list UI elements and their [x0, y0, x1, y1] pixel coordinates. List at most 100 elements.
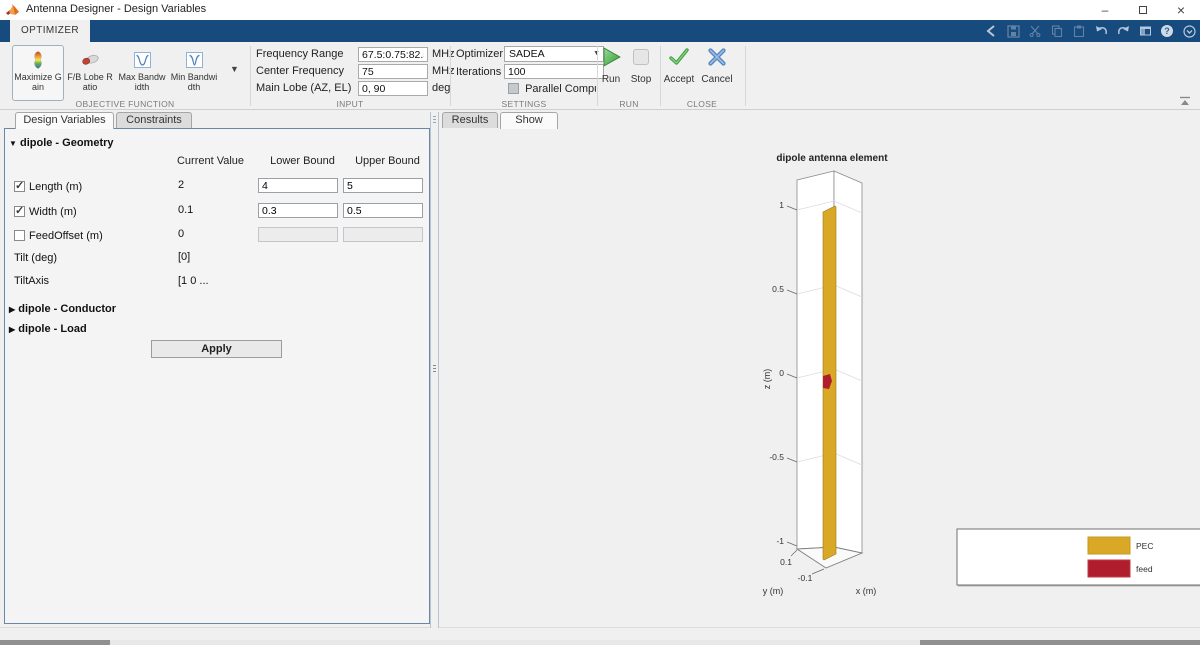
legend-label-pec: PEC	[1136, 541, 1153, 551]
svg-text:-1: -1	[776, 536, 784, 546]
center-frequency-input[interactable]	[358, 64, 428, 79]
length-label: Length (m)	[29, 181, 83, 193]
tiltaxis-label: TiltAxis	[14, 275, 50, 287]
width-current-value: 0.1	[178, 204, 194, 216]
back-icon[interactable]	[984, 24, 998, 38]
maximize-button[interactable]	[1124, 0, 1162, 20]
objective-button-label: Maximize Gain	[14, 72, 62, 93]
close-button[interactable]: ×	[1176, 2, 1186, 18]
copy-icon[interactable]	[1050, 24, 1064, 38]
toolstrip-tab-bar: OPTIMIZER	[0, 20, 1200, 42]
geometry-section-header[interactable]: ▼ dipole - Geometry	[9, 137, 114, 149]
z-tick-marks	[786, 205, 798, 547]
plot-legend[interactable]: PEC feed	[956, 528, 1200, 587]
width-label: Width (m)	[29, 206, 77, 218]
feedoffset-lower-input	[258, 227, 338, 242]
parallel-computing-checkbox[interactable]	[508, 83, 519, 94]
frequency-range-input[interactable]	[358, 47, 428, 62]
iterations-input[interactable]	[504, 64, 604, 79]
z-tick-labels: 1 0.5 0 -0.5 -1	[769, 200, 784, 546]
accept-button-label: Accept	[663, 74, 695, 85]
layout-icon[interactable]	[1138, 24, 1152, 38]
paste-icon[interactable]	[1072, 24, 1086, 38]
section-label-input: INPUT	[336, 99, 364, 109]
svg-text:0.5: 0.5	[772, 284, 784, 294]
cancel-x-icon	[708, 48, 726, 66]
design-variables-panel: ▼ dipole - Geometry Current Value Lower …	[4, 128, 430, 624]
y-tick-label: 0.1	[780, 557, 792, 567]
svg-text:-0.5: -0.5	[769, 452, 784, 462]
tab-optimizer[interactable]: OPTIMIZER	[10, 20, 90, 42]
objective-button-label: Max Bandwidth	[118, 72, 166, 93]
feed-point	[823, 374, 832, 389]
conductor-section-label: dipole - Conductor	[18, 303, 116, 315]
x-tick-label: -0.1	[798, 573, 813, 583]
main-lobe-input[interactable]	[358, 81, 428, 96]
conductor-section-header[interactable]: ▶ dipole - Conductor	[9, 303, 116, 315]
svg-text:?: ?	[1164, 26, 1170, 36]
maximize-gain-button[interactable]: Maximize Gain	[12, 45, 64, 101]
tilt-label: Tilt (deg)	[14, 252, 57, 264]
width-lower-input[interactable]	[258, 203, 338, 218]
feedoffset-label: FeedOffset (m)	[29, 230, 103, 242]
plot-title: dipole antenna element	[776, 153, 888, 164]
minimize-button[interactable]: –	[1101, 3, 1109, 17]
tab-constraints[interactable]: Constraints	[116, 112, 192, 128]
width-checkbox[interactable]	[14, 204, 25, 217]
tab-design-variables[interactable]: Design Variables	[15, 112, 114, 129]
center-frequency-label: Center Frequency	[256, 65, 345, 77]
fb-lobe-ratio-button[interactable]: F/B Lobe Ratio	[64, 45, 116, 101]
column-lower-bound: Lower Bound	[270, 155, 335, 167]
tiltaxis-current-value: [1 0 ...	[178, 275, 209, 287]
stop-icon	[633, 49, 649, 65]
length-current-value: 2	[178, 179, 185, 191]
pane-splitter[interactable]	[430, 112, 439, 628]
stop-button[interactable]: Stop	[624, 46, 658, 85]
tab-results[interactable]: Results	[442, 112, 498, 128]
bottom-strip	[0, 640, 1200, 645]
parallel-computing-label: Parallel Computing	[525, 83, 596, 95]
save-icon[interactable]	[1006, 24, 1020, 38]
iterations-label: Iterations	[456, 66, 502, 78]
pane-bottom-divider	[0, 627, 1200, 628]
optimizer-select[interactable]: SADEA ▼	[504, 46, 604, 62]
objective-function-group: Maximize Gain F/B Lobe Ratio	[12, 45, 220, 101]
tab-show[interactable]: Show	[500, 112, 558, 129]
run-play-icon	[603, 47, 621, 67]
matlab-logo-icon	[6, 3, 20, 22]
column-upper-bound: Upper Bound	[355, 155, 420, 167]
length-lower-input[interactable]	[258, 178, 338, 193]
min-bandwidth-button[interactable]: Min Bandwidth	[168, 45, 220, 101]
antenna-3d-plot[interactable]: dipole antenna element	[440, 128, 1200, 628]
run-button-label: Run	[601, 74, 621, 85]
undo-icon[interactable]	[1094, 24, 1108, 38]
dropdown-icon[interactable]	[1182, 24, 1196, 38]
accept-button[interactable]: Accept	[659, 46, 699, 85]
max-bandwidth-icon	[117, 49, 167, 71]
triangle-right-icon: ▶	[9, 305, 16, 314]
load-section-header[interactable]: ▶ dipole - Load	[9, 323, 87, 335]
collapse-toolstrip-icon[interactable]	[1178, 94, 1192, 112]
length-checkbox[interactable]	[14, 179, 25, 192]
apply-button[interactable]: Apply	[151, 340, 282, 358]
redo-icon[interactable]	[1116, 24, 1130, 38]
legend-swatch-feed	[1087, 559, 1131, 578]
objective-gallery-dropdown[interactable]: ▼	[230, 64, 239, 74]
help-icon[interactable]: ?	[1160, 24, 1174, 38]
run-button[interactable]: Run	[594, 46, 628, 85]
tilt-current-value: [0]	[178, 251, 191, 263]
cancel-button[interactable]: Cancel	[697, 46, 737, 85]
window-title: Antenna Designer - Design Variables	[26, 3, 207, 15]
title-bar: Antenna Designer - Design Variables – ×	[0, 0, 1200, 20]
z-axis-label: z (m)	[762, 369, 772, 390]
max-bandwidth-button[interactable]: Max Bandwidth	[116, 45, 168, 101]
cut-icon[interactable]	[1028, 24, 1042, 38]
optimizer-selected-value: SADEA	[509, 48, 545, 60]
section-label-settings: SETTINGS	[501, 99, 547, 109]
width-upper-input[interactable]	[343, 203, 423, 218]
chevron-down-icon: ▼	[593, 50, 600, 57]
feedoffset-checkbox[interactable]	[14, 230, 25, 241]
length-upper-input[interactable]	[343, 178, 423, 193]
cancel-button-label: Cancel	[701, 74, 733, 85]
